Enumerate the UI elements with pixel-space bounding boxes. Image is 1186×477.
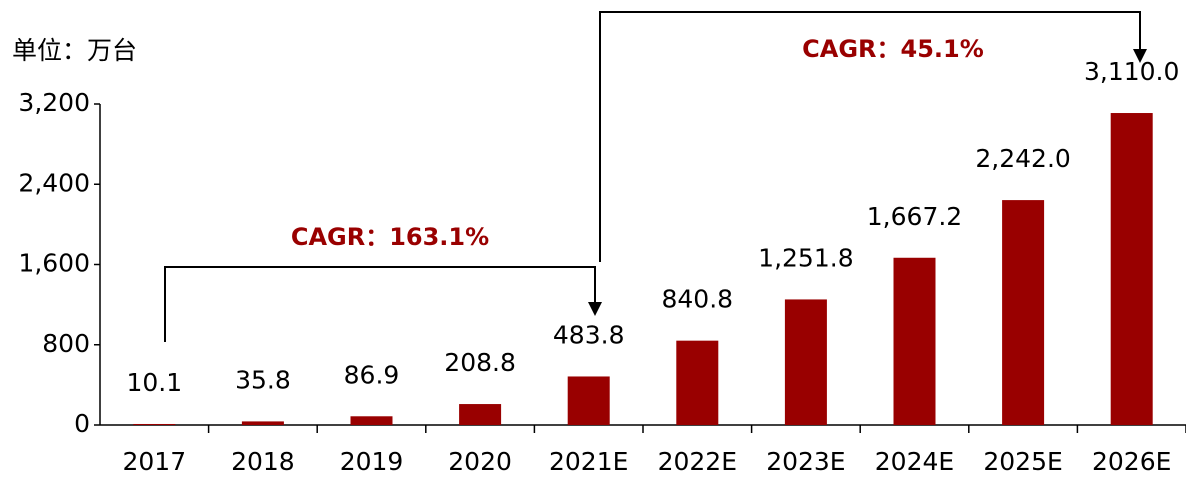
x-tick-label: 2025E bbox=[983, 447, 1062, 476]
bar bbox=[350, 416, 393, 425]
bar bbox=[133, 423, 176, 425]
cagr-bracket bbox=[164, 266, 596, 342]
bar bbox=[567, 376, 610, 425]
value-label: 10.1 bbox=[126, 368, 182, 397]
y-tick-label: 3,200 bbox=[18, 88, 90, 117]
value-label: 35.8 bbox=[235, 365, 291, 394]
x-tick-label: 2024E bbox=[875, 447, 954, 476]
bar bbox=[459, 404, 502, 425]
bar bbox=[1002, 200, 1045, 425]
cagr-label: CAGR：163.1% bbox=[291, 223, 489, 251]
value-label: 1,251.8 bbox=[758, 243, 853, 272]
bar bbox=[784, 299, 827, 425]
y-tick-label: 800 bbox=[42, 329, 90, 358]
value-label: 86.9 bbox=[344, 360, 400, 389]
value-label: 483.8 bbox=[553, 320, 625, 349]
cagr-bracket bbox=[599, 11, 1141, 262]
y-tick-label: 0 bbox=[74, 409, 90, 438]
cagr-label: CAGR：45.1% bbox=[802, 35, 984, 63]
bar bbox=[676, 340, 719, 425]
arrow-head bbox=[1133, 49, 1147, 63]
x-tick-label: 2018 bbox=[231, 447, 295, 476]
x-tick-label: 2023E bbox=[766, 447, 845, 476]
unit-label: 单位：万台 bbox=[12, 36, 137, 65]
x-tick-label: 2020 bbox=[448, 447, 512, 476]
bar bbox=[241, 421, 284, 425]
bar bbox=[893, 257, 936, 425]
y-tick-label: 1,600 bbox=[18, 249, 90, 278]
value-label: 1,667.2 bbox=[867, 202, 962, 231]
x-tick-label: 2021E bbox=[549, 447, 628, 476]
arrow-head bbox=[588, 302, 602, 316]
value-label: 2,242.0 bbox=[975, 144, 1070, 173]
value-label: 840.8 bbox=[662, 285, 734, 314]
x-tick-label: 2019 bbox=[340, 447, 404, 476]
value-label: 208.8 bbox=[444, 348, 516, 377]
y-tick-label: 2,400 bbox=[18, 168, 90, 197]
x-tick-label: 2022E bbox=[658, 447, 737, 476]
value-label: 3,110.0 bbox=[1084, 57, 1179, 86]
x-tick-label: 2026E bbox=[1092, 447, 1171, 476]
x-tick-label: 2017 bbox=[122, 447, 186, 476]
bar bbox=[1110, 113, 1153, 425]
